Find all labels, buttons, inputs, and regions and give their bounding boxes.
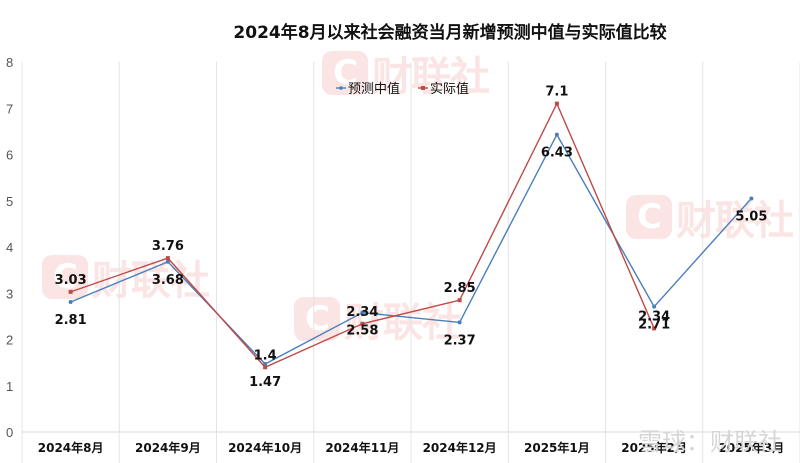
watermark-logo: C 财联社 xyxy=(42,248,210,306)
data-label: 1.47 xyxy=(249,375,281,390)
watermark-text: 财联社 xyxy=(92,258,210,304)
watermark-text: 财联社 xyxy=(372,54,490,100)
data-label: 3.68 xyxy=(152,273,184,288)
chart-title: 2024年8月以来社会融资当月新增预测中值与实际值比较 xyxy=(233,23,667,43)
y-tick-label: 1 xyxy=(6,379,13,394)
x-tick-label: 2025年1月 xyxy=(524,440,590,455)
y-tick-label: 4 xyxy=(6,240,13,255)
x-tick-label: 2024年8月 xyxy=(38,440,104,455)
data-label: 2.58 xyxy=(346,324,378,339)
legend-label: 预测中值 xyxy=(348,81,400,97)
watermark-c-icon: C xyxy=(42,255,88,299)
y-tick-label: 0 xyxy=(6,425,13,440)
data-label: 2.37 xyxy=(444,333,476,348)
data-label: 2.85 xyxy=(444,281,476,296)
x-tick-label: 2025年3月 xyxy=(719,440,785,455)
y-tick-label: 8 xyxy=(6,55,13,70)
y-tick-label: 5 xyxy=(6,194,13,209)
data-label: 3.03 xyxy=(55,273,87,288)
data-point-marker xyxy=(457,298,462,303)
data-label: 5.05 xyxy=(735,209,767,224)
x-tick-label: 2024年9月 xyxy=(135,440,201,455)
data-point-marker xyxy=(263,365,268,370)
data-label: 2.71 xyxy=(638,318,670,333)
data-label: 7.1 xyxy=(545,85,568,100)
data-label: 3.76 xyxy=(152,239,184,254)
x-tick-label: 2025年2月 xyxy=(621,440,687,455)
watermark-logo: C 财联社 xyxy=(626,188,794,246)
data-point-marker xyxy=(165,259,170,264)
source-watermark: 雪球：财联社 xyxy=(638,428,782,456)
data-label: 2.34 xyxy=(638,309,670,324)
data-point-marker xyxy=(652,304,657,309)
x-tick-label: 2024年11月 xyxy=(325,440,399,455)
watermark-text: 财联社 xyxy=(676,198,794,244)
y-tick-label: 3 xyxy=(6,286,13,301)
data-point-marker xyxy=(68,289,73,294)
x-tick-label: 2024年10月 xyxy=(228,440,302,455)
data-point-marker xyxy=(165,256,170,261)
watermark-c-icon: C xyxy=(322,51,368,95)
data-point-marker xyxy=(554,101,559,106)
data-point-marker xyxy=(360,321,365,326)
y-tick-label: 6 xyxy=(6,148,13,163)
data-point-marker xyxy=(749,196,754,201)
data-label: 6.43 xyxy=(541,146,573,161)
data-label: 2.34 xyxy=(346,305,378,320)
data-label: 1.4 xyxy=(254,348,277,363)
watermark-c-icon: C xyxy=(294,297,340,341)
data-point-marker xyxy=(68,300,73,305)
x-tick-label: 2024年12月 xyxy=(423,440,497,455)
y-tick-label: 2 xyxy=(6,333,13,348)
data-point-marker xyxy=(360,310,365,315)
watermark-logo: C 财联社 xyxy=(322,44,490,102)
series-line-0 xyxy=(70,133,752,365)
data-point-marker xyxy=(554,132,559,137)
legend-label: 实际值 xyxy=(430,81,469,97)
watermark-c-icon: C xyxy=(626,195,672,239)
data-point-marker xyxy=(263,362,268,367)
data-point-marker xyxy=(652,326,657,331)
data-point-marker xyxy=(457,320,462,325)
data-label: 2.81 xyxy=(55,313,87,328)
y-tick-label: 7 xyxy=(6,101,13,116)
